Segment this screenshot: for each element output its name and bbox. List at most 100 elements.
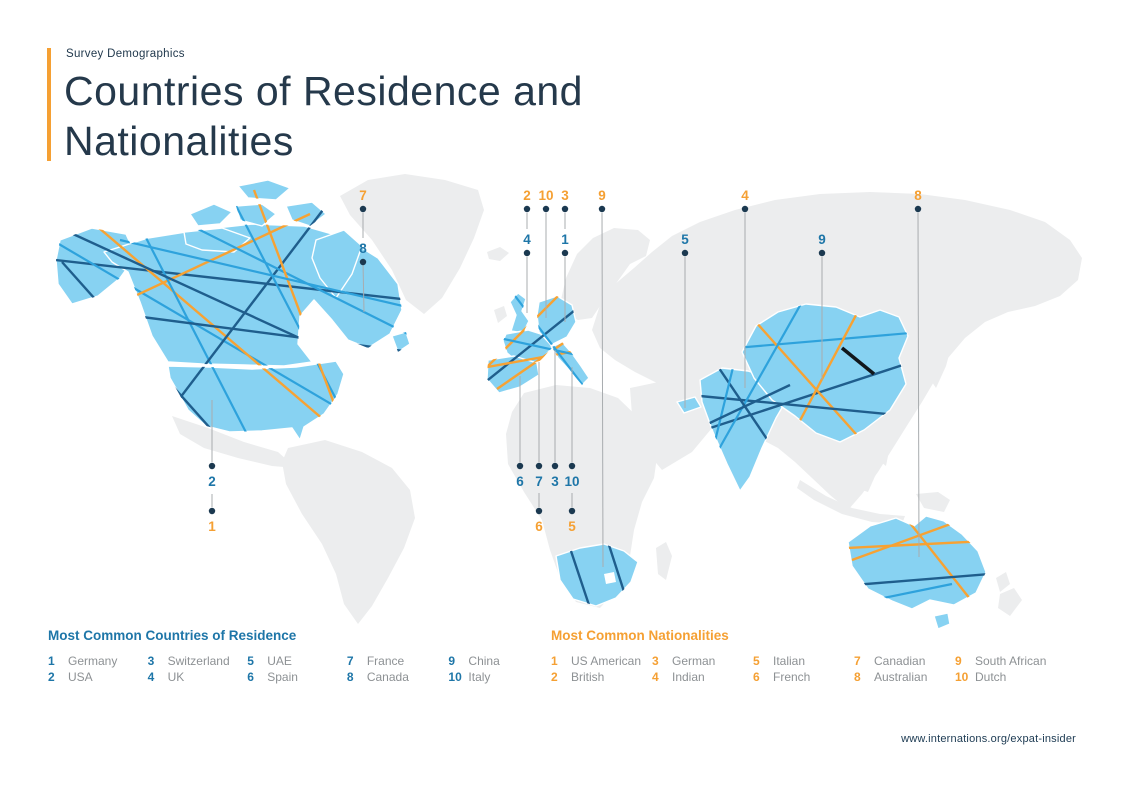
iceland-shape: [487, 247, 509, 261]
legend-column: 1 Germany 2 USA: [48, 654, 148, 685]
marker-label: 10: [564, 474, 579, 489]
nationality-name: Canadian: [874, 654, 926, 668]
marker-label: 6: [535, 519, 543, 534]
country-name: China: [468, 654, 500, 668]
greenland-shape: [340, 174, 484, 314]
country-name: France: [366, 654, 405, 668]
marker-label: 7: [535, 474, 543, 489]
legend-item: 5 Italian: [753, 654, 854, 670]
marker-dots: [208, 205, 922, 515]
legend-countries-of-residence: Most Common Countries of Residence 1 Germ…: [48, 628, 548, 685]
marker-label: 8: [914, 188, 922, 203]
rank-number: 7: [854, 654, 861, 668]
uk-shape: [509, 292, 530, 334]
south-africa-shape: [555, 543, 639, 607]
tasmania-shape: [933, 612, 951, 630]
legend-item: 9 China: [448, 654, 548, 670]
legend-item: 8 Australian: [854, 670, 955, 686]
marker-label: 10: [538, 188, 553, 203]
arctic-island-shape: [189, 203, 233, 227]
kicker-label: Survey Demographics: [66, 48, 185, 60]
legend-item: 3 German: [652, 654, 753, 670]
legend-item: 4 Indian: [652, 670, 753, 686]
south-america-shape: [282, 440, 415, 624]
legend-column: 5 UAE 6 Spain: [247, 654, 347, 685]
rank-number: 9: [448, 654, 456, 668]
country-name: Germany: [68, 654, 118, 668]
rank-number: 8: [854, 669, 861, 684]
borneo-shape: [845, 462, 876, 492]
rank-number: 2: [551, 669, 558, 684]
rank-number: 9: [955, 654, 962, 668]
legend-item: 6 French: [753, 670, 854, 686]
nationality-name: French: [773, 669, 811, 684]
new-guinea-shape: [916, 492, 950, 512]
rank-number: 3: [147, 654, 155, 668]
legend-item: 2 British: [551, 670, 652, 686]
marker-label: 5: [568, 519, 576, 534]
rank-number: 8: [346, 669, 354, 684]
legend-item: 8 Canada: [347, 670, 449, 686]
rank-number: 10: [448, 669, 462, 684]
legend-item: 10 Italy: [448, 670, 548, 686]
rank-number: 3: [652, 654, 659, 668]
rank-number: 6: [247, 669, 254, 684]
nationality-name: Italian: [773, 654, 806, 668]
legend-item: 1 Germany: [48, 654, 148, 670]
marker-label: 1: [561, 232, 569, 247]
marker-label: 5: [681, 232, 689, 247]
nationality-name: South African: [975, 654, 1047, 668]
rank-number: 7: [346, 654, 354, 668]
leader-lines: [211, 212, 920, 568]
newfoundland-shape: [391, 331, 411, 353]
marker-labels: 7 8 2 4 10 3 1 9 5 4 9 8 2 1 6 7 3 10 6 …: [208, 188, 922, 534]
marker-label: 9: [598, 188, 606, 203]
legend-item: 3 Switzerland: [148, 654, 248, 670]
marker-label: 6: [516, 474, 524, 489]
accent-bar: [47, 48, 51, 161]
legend-item: 5 UAE: [247, 654, 347, 670]
marker-label: 8: [359, 241, 367, 256]
page-title: Countries of Residence and Nationalities: [64, 68, 583, 164]
country-name: Canada: [366, 669, 409, 684]
marker-label: 4: [523, 232, 531, 247]
australia-shape: [847, 515, 987, 610]
black-accent-line: [840, 346, 876, 376]
marker-label: 1: [208, 519, 216, 534]
uae-shape: [676, 396, 702, 414]
legend-nationalities-title: Most Common Nationalities: [551, 628, 729, 643]
legend-item: 1 US American: [551, 654, 652, 670]
philippines-shape: [872, 432, 890, 466]
footer-url: www.internations.org/expat-insider: [901, 733, 1076, 745]
country-name: Spain: [267, 669, 298, 684]
rank-number: 2: [48, 669, 55, 684]
country-name: USA: [68, 669, 93, 684]
legend-column: 3 Switzerland 4 UK: [148, 654, 248, 685]
legend-column: 7 Canadian 8 Australian: [854, 654, 955, 685]
legend-column: 5 Italian 6 French: [753, 654, 854, 685]
rank-number: 4: [652, 669, 659, 684]
lesotho-hole: [604, 572, 616, 584]
nationality-name: German: [672, 654, 716, 668]
arctic-island-shape: [237, 179, 291, 201]
country-name: UAE: [267, 654, 292, 668]
legend-item: 7 Canadian: [854, 654, 955, 670]
legend-column: 1 US American 2 British: [551, 654, 652, 685]
marker-label: 2: [208, 474, 216, 489]
rank-number: 5: [247, 654, 254, 668]
marker-label: 4: [741, 188, 749, 203]
nationality-name: Australian: [874, 669, 928, 684]
marker-label: 3: [561, 188, 569, 203]
legend-nationalities: Most Common Nationalities 1 US American 2…: [551, 628, 1091, 685]
legend-column: 7 France 8 Canada: [347, 654, 449, 685]
madagascar-shape: [656, 542, 672, 580]
marker-label: 3: [551, 474, 559, 489]
rank-number: 6: [753, 669, 760, 684]
legend-item: 7 France: [347, 654, 449, 670]
country-name: Italy: [468, 669, 491, 684]
country-name: Switzerland: [167, 654, 230, 668]
rank-number: 10: [955, 669, 969, 684]
legend-item: 10 Dutch: [955, 670, 1056, 686]
nationality-name: US American: [571, 654, 642, 668]
legend-item: 9 South African: [955, 654, 1056, 670]
